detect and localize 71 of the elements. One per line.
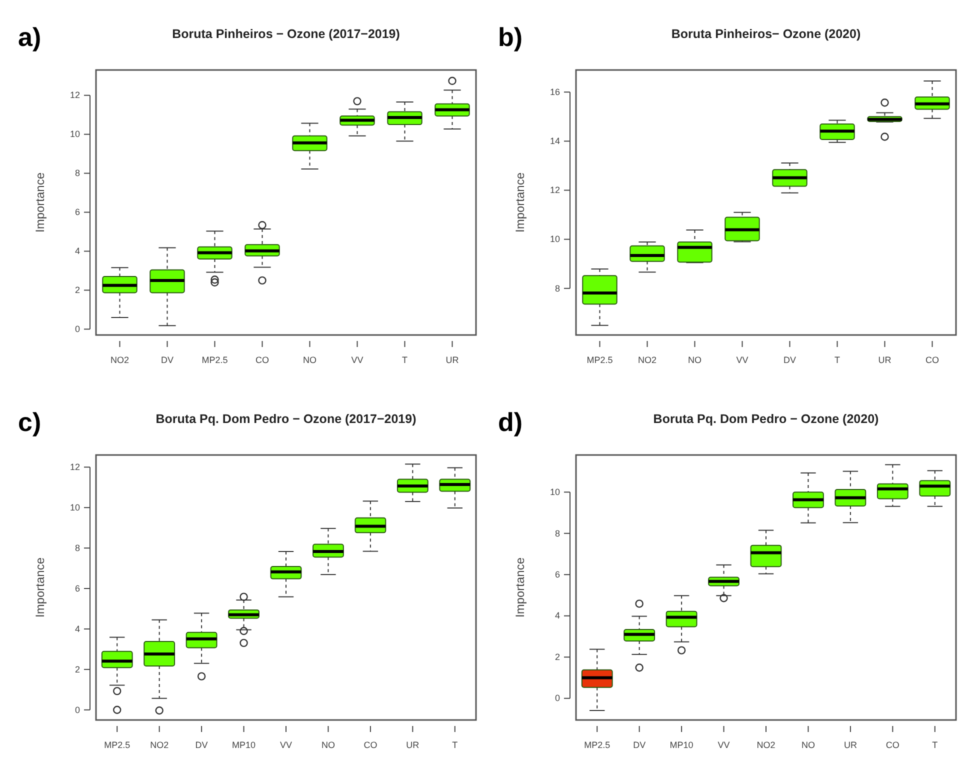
y-tick-label: 6 — [74, 207, 80, 218]
x-tick-label: T — [834, 355, 840, 365]
y-tick-label: 8 — [74, 542, 80, 553]
x-tick-label: MP2.5 — [586, 355, 613, 365]
text: d) — [498, 407, 523, 437]
x-tick-label: DV — [160, 355, 174, 365]
x-tick-label: VV — [736, 355, 748, 365]
x-tick-label: MP10 — [232, 740, 256, 750]
y-axis-title: Importance — [513, 172, 527, 233]
x-tick-label: MP2.5 — [104, 740, 130, 750]
x-tick-label: DV — [195, 740, 208, 750]
y-axis-title: Importance — [33, 172, 47, 233]
x-tick-label: T — [932, 740, 938, 750]
x-tick-label: NO2 — [150, 740, 169, 750]
x-tick-label: UR — [878, 355, 892, 365]
y-tick-label: 8 — [554, 283, 560, 294]
chart-title: Boruta Pinheiros − Ozone (2017−2019) — [172, 27, 400, 41]
y-tick-label: 2 — [554, 652, 560, 662]
chart-title: Boruta Pinheiros− Ozone (2020) — [671, 27, 861, 41]
x-tick-label: UR — [446, 355, 460, 365]
y-tick-label: 16 — [550, 86, 560, 97]
x-tick-label: UR — [406, 740, 420, 750]
y-tick-label: 10 — [550, 234, 560, 244]
y-tick-label: 2 — [74, 285, 80, 296]
y-tick-label: 0 — [74, 704, 80, 715]
chart-title: Boruta Pq. Dom Pedro − Ozone (2017−2019) — [156, 412, 416, 426]
x-tick-label: CO — [364, 740, 378, 750]
y-tick-label: 6 — [74, 583, 80, 594]
text: b) — [498, 22, 523, 52]
x-tick-label: T — [452, 740, 458, 750]
x-tick-label: VV — [718, 740, 730, 750]
y-axis-title: Importance — [513, 557, 527, 618]
y-tick-label: 4 — [74, 624, 80, 634]
x-tick-label: NO — [303, 355, 316, 365]
x-tick-label: NO2 — [756, 740, 776, 750]
x-tick-label: CO — [926, 355, 939, 365]
text: c) — [18, 407, 42, 437]
y-tick-label: 12 — [70, 462, 80, 472]
x-tick-label: MP2.5 — [202, 355, 228, 365]
x-tick-label: UR — [844, 740, 858, 750]
chart-title: Boruta Pq. Dom Pedro − Ozone (2020) — [653, 412, 879, 426]
x-tick-label: MP2.5 — [584, 740, 610, 750]
x-tick-label: VV — [280, 740, 292, 750]
y-tick-label: 8 — [74, 168, 80, 178]
y-tick-label: 14 — [550, 136, 560, 146]
x-tick-label: MP10 — [670, 740, 694, 750]
x-tick-label: DV — [783, 355, 796, 365]
y-tick-label: 0 — [74, 324, 80, 334]
x-tick-label: NO2 — [638, 355, 657, 365]
y-tick-label: 12 — [550, 185, 560, 196]
y-tick-label: 6 — [554, 569, 560, 580]
x-tick-label: NO2 — [110, 355, 130, 365]
y-tick-label: 10 — [70, 129, 80, 140]
y-axis-title: Importance — [33, 557, 47, 618]
x-tick-label: CO — [886, 740, 900, 750]
x-tick-label: NO — [688, 355, 702, 365]
x-tick-label: NO — [801, 740, 815, 750]
y-tick-label: 0 — [554, 693, 560, 704]
y-tick-label: 4 — [554, 610, 560, 621]
y-tick-label: 8 — [554, 528, 560, 538]
x-tick-label: VV — [351, 355, 364, 365]
y-tick-label: 10 — [550, 487, 560, 497]
x-tick-label: NO — [321, 740, 335, 750]
x-tick-label: CO — [256, 355, 269, 365]
x-tick-label: DV — [633, 740, 646, 750]
y-tick-label: 10 — [70, 502, 80, 512]
x-tick-label: T — [402, 355, 408, 365]
text: a) — [18, 22, 42, 52]
y-tick-label: 2 — [74, 664, 80, 674]
y-tick-label: 4 — [74, 246, 80, 256]
y-tick-label: 12 — [70, 90, 80, 100]
